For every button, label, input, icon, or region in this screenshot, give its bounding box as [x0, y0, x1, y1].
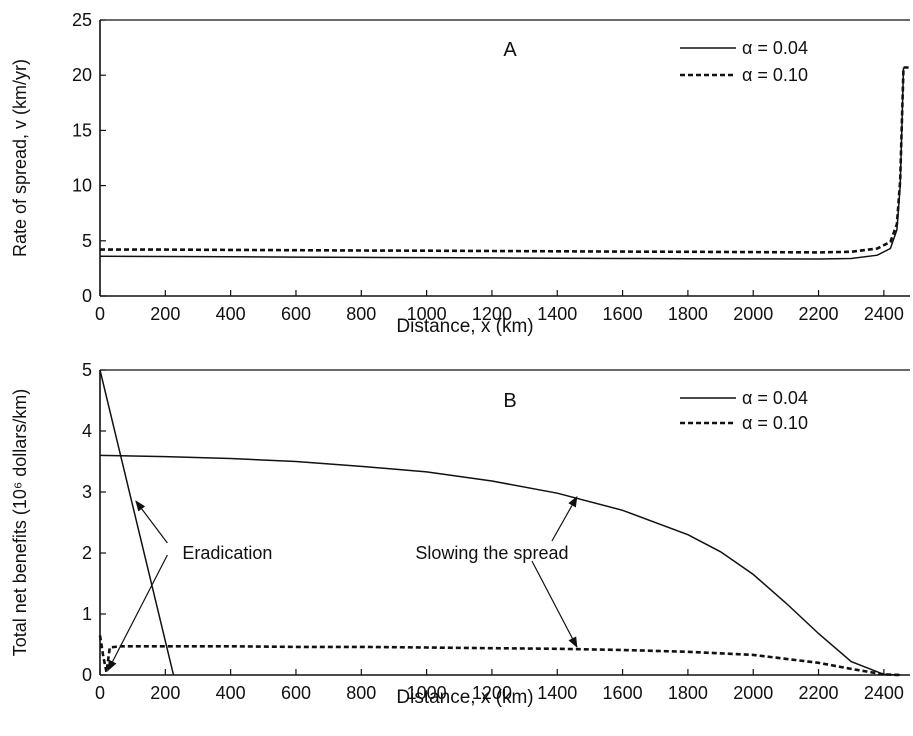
series-line-1	[99, 454, 901, 676]
y-axis-title: Rate of spread, v (km/yr)	[10, 59, 30, 257]
x-tick-label: 1600	[603, 304, 643, 324]
y-tick-label: 15	[72, 120, 92, 140]
x-tick-label: 2200	[799, 683, 839, 703]
x-tick-label: 1800	[668, 683, 708, 703]
series-line-2	[98, 635, 901, 677]
annotation-label-1: Eradication	[182, 543, 272, 563]
y-tick-label: 3	[82, 482, 92, 502]
series-line-1	[99, 67, 905, 260]
x-tick-label: 1800	[668, 304, 708, 324]
panel-a-chart: 0 200 400 600 800 1000 1200 1400 1600 1800 2000 220…	[10, 10, 910, 337]
x-tick-label: 1200	[472, 683, 512, 703]
x-tick-label: 200	[150, 304, 180, 324]
x-tick-label: 600	[281, 304, 311, 324]
x-tick-label: 600	[281, 683, 311, 703]
x-tick-label: 400	[216, 683, 246, 703]
y-tick-label: 5	[82, 360, 92, 380]
legend-label-1: α = 0.04	[742, 38, 808, 58]
y-tick-label: 10	[72, 176, 92, 196]
x-tick-label: 2400	[864, 683, 904, 703]
slowing-arrow-lower	[531, 560, 578, 648]
panel-label: A	[503, 39, 517, 61]
y-tick-label: 25	[72, 10, 92, 30]
series-line-3	[99, 369, 175, 676]
x-tick-label: 400	[216, 304, 246, 324]
x-tick-label: 0	[95, 683, 105, 703]
x-tick-label: 2000	[733, 304, 773, 324]
x-tick-label: 1600	[603, 683, 643, 703]
panel-b-chart: 0 200 400 600 800 1000 1200 1400 1600 1800 2000 220…	[10, 360, 910, 708]
x-tick-label: 800	[346, 304, 376, 324]
x-tick-label: 2000	[733, 683, 773, 703]
x-tick-label: 2200	[799, 304, 839, 324]
y-tick-label: 0	[82, 286, 92, 306]
x-axis-title: Distance, x (km)	[396, 687, 533, 708]
legend-label-2: α = 0.10	[742, 413, 808, 433]
legend-label-1: α = 0.04	[742, 388, 808, 408]
y-tick-label: 0	[82, 665, 92, 685]
x-tick-label: 1200	[472, 304, 512, 324]
x-tick-label: 800	[346, 683, 376, 703]
series-line-2	[100, 66, 910, 254]
eradication-arrow-lower	[107, 554, 168, 672]
y-tick-label: 1	[82, 604, 92, 624]
slowing-arrow-upper	[551, 495, 578, 542]
x-tick-label: 2400	[864, 304, 904, 324]
legend-label-2: α = 0.10	[742, 65, 808, 85]
x-tick-label: 1000	[407, 683, 447, 703]
x-tick-label: 1400	[537, 304, 577, 324]
x-tick-label: 0	[95, 304, 105, 324]
eradication-arrow-upper	[135, 500, 168, 544]
x-tick-label: 1400	[537, 683, 577, 703]
panel-label: B	[503, 390, 516, 412]
y-tick-label: 20	[72, 65, 92, 85]
y-tick-label: 4	[82, 421, 92, 441]
y-axis-title: Total net benefits (10⁶ dollars/km)	[10, 389, 30, 657]
x-axis-title: Distance, x (km)	[396, 316, 533, 337]
y-tick-label: 5	[82, 231, 92, 251]
annotation-label-2: Slowing the spread	[415, 543, 568, 563]
y-tick-label: 2	[82, 543, 92, 563]
x-tick-label: 1000	[407, 304, 447, 324]
x-tick-label: 200	[150, 683, 180, 703]
